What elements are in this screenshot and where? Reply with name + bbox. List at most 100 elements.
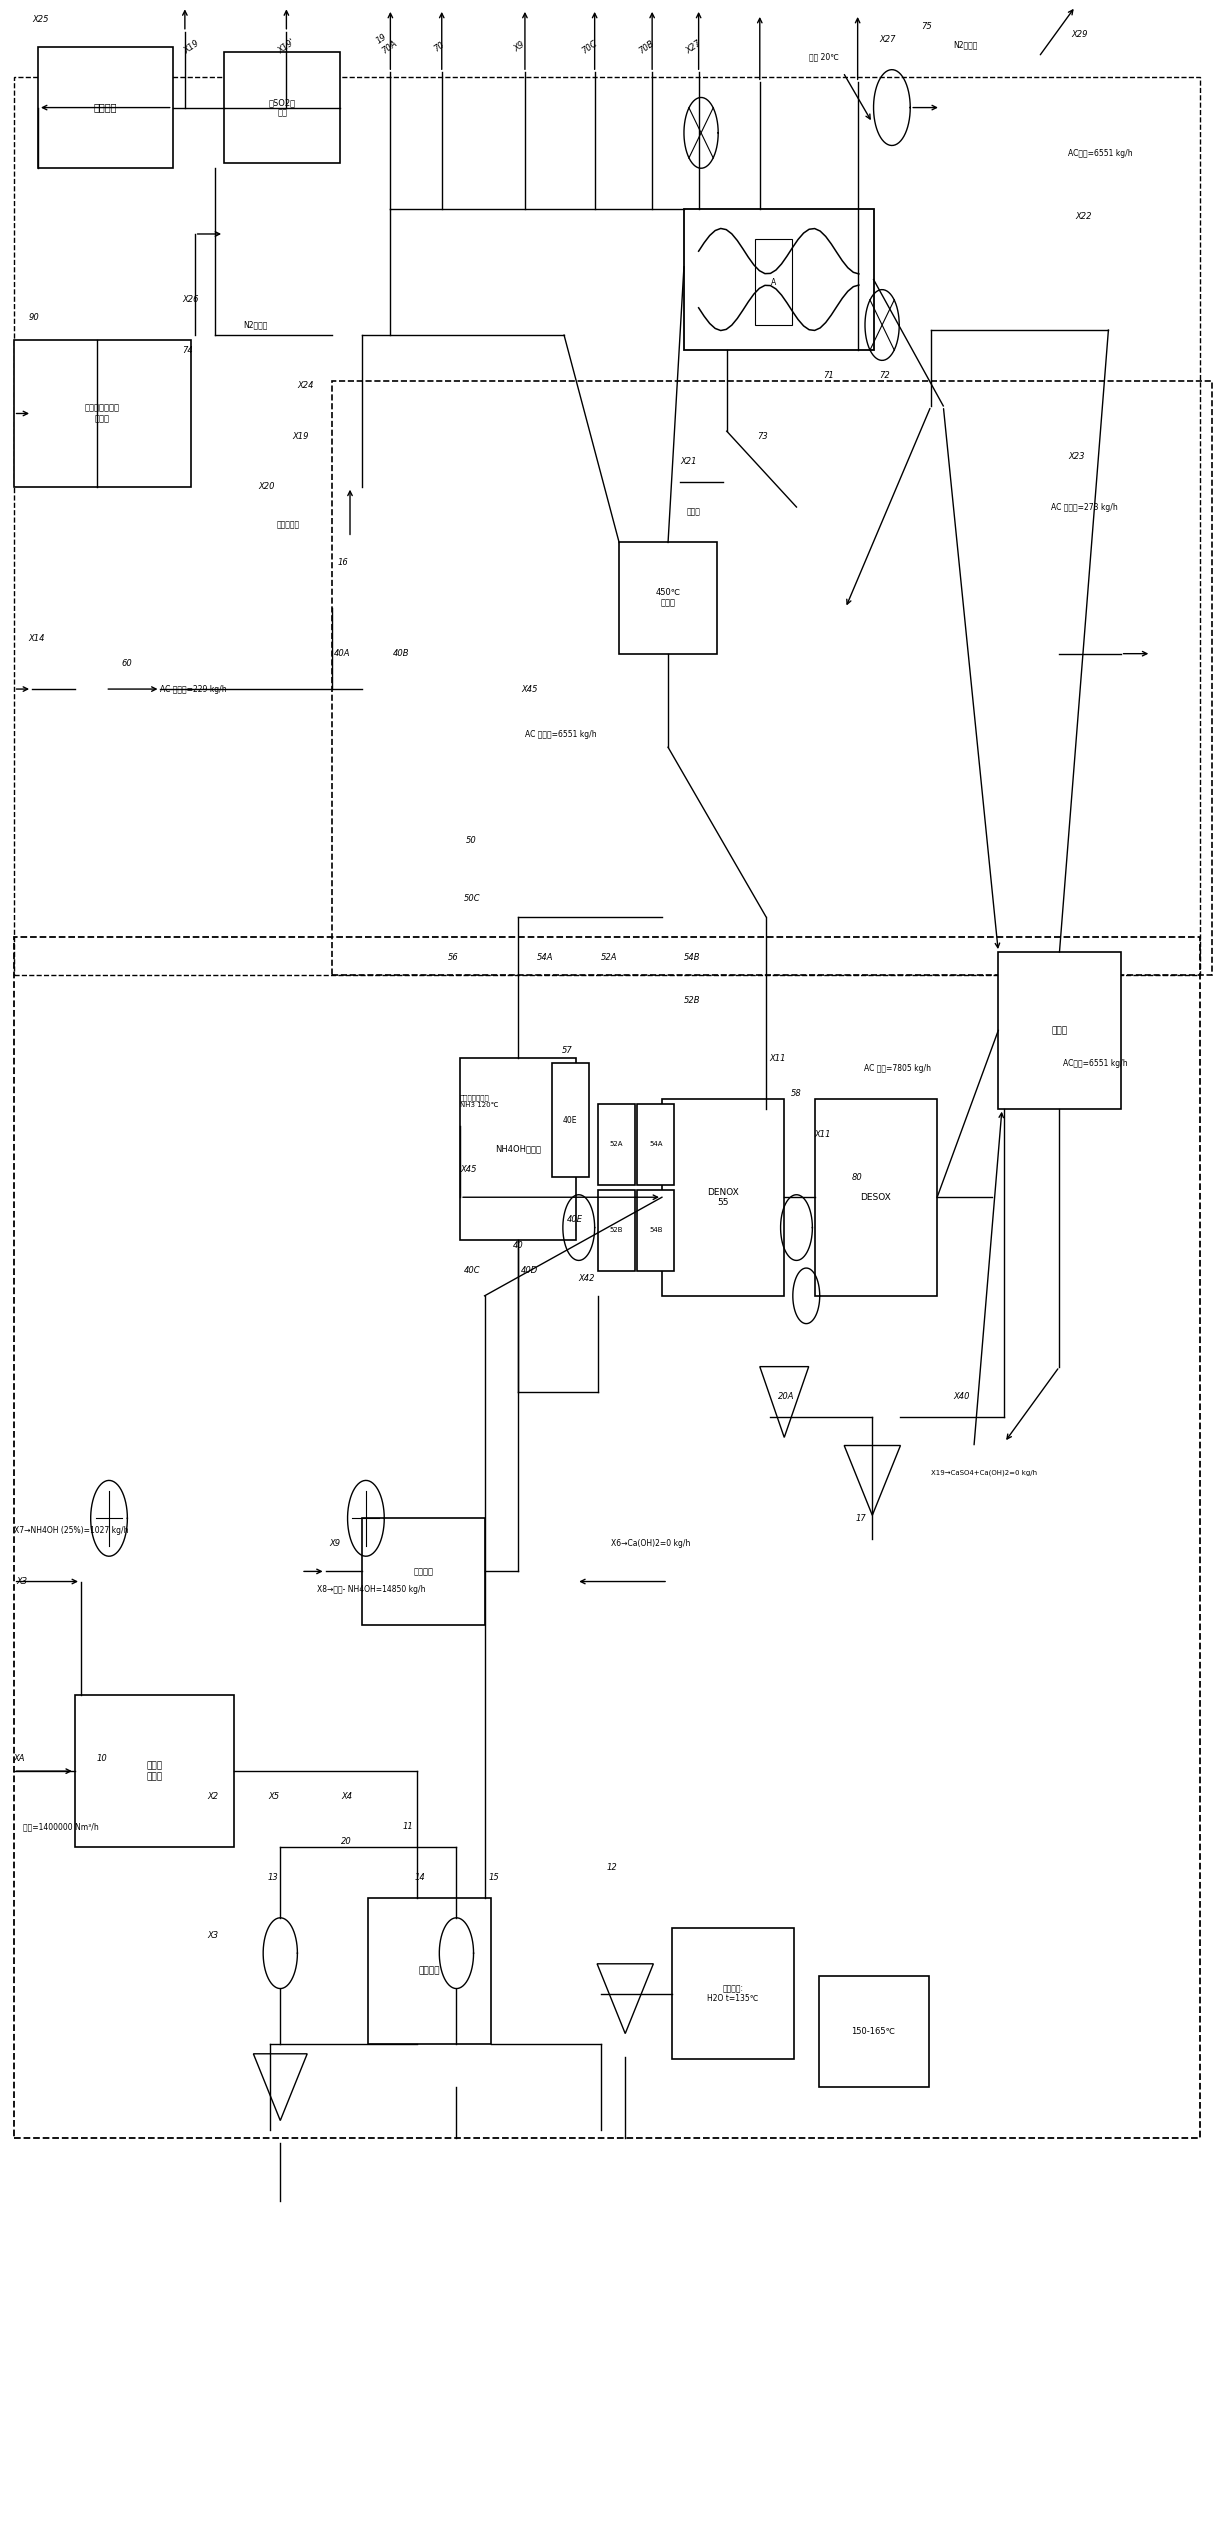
Text: 电过滤器: 电过滤器 bbox=[419, 1967, 440, 1974]
Text: X27: X27 bbox=[684, 38, 702, 56]
FancyBboxPatch shape bbox=[638, 1190, 674, 1271]
Text: 空气、水蒸气、
NH3 120℃: 空气、水蒸气、 NH3 120℃ bbox=[460, 1093, 499, 1109]
Text: 烟气=1400000 Nm³/h: 烟气=1400000 Nm³/h bbox=[23, 1822, 99, 1832]
Text: NH4OH蒸发器: NH4OH蒸发器 bbox=[495, 1144, 541, 1154]
Text: X40: X40 bbox=[953, 1392, 970, 1402]
Text: X14: X14 bbox=[28, 633, 45, 643]
Text: 20: 20 bbox=[342, 1838, 352, 1848]
Text: 去烟囱的经净化
的废气: 去烟囱的经净化 的废气 bbox=[85, 405, 120, 423]
FancyBboxPatch shape bbox=[75, 1696, 234, 1848]
Text: 40: 40 bbox=[512, 1240, 524, 1250]
FancyBboxPatch shape bbox=[598, 1104, 635, 1185]
Text: X29: X29 bbox=[1072, 30, 1089, 38]
Text: 17: 17 bbox=[856, 1514, 866, 1524]
Text: 74: 74 bbox=[183, 347, 194, 354]
Text: 450℃
解吸器: 450℃ 解吸器 bbox=[656, 587, 680, 607]
FancyBboxPatch shape bbox=[755, 238, 792, 324]
Text: 温度控制:
H2O t=135℃: 温度控制: H2O t=135℃ bbox=[707, 1984, 759, 2005]
Text: X25: X25 bbox=[32, 15, 49, 23]
Text: 压缩空气: 压缩空气 bbox=[413, 1567, 434, 1577]
Text: 15: 15 bbox=[488, 1873, 499, 1883]
Text: X19: X19 bbox=[183, 38, 201, 56]
Text: A: A bbox=[771, 278, 776, 286]
Text: 80: 80 bbox=[852, 1172, 862, 1182]
FancyBboxPatch shape bbox=[13, 339, 191, 486]
Text: X42: X42 bbox=[579, 1273, 596, 1283]
Text: 袋装置: 袋装置 bbox=[1052, 1025, 1068, 1035]
Text: 50C: 50C bbox=[463, 893, 481, 904]
Text: X7→NH4OH (25%)=1027 kg/h: X7→NH4OH (25%)=1027 kg/h bbox=[13, 1526, 129, 1536]
Text: X6→Ca(OH)2=0 kg/h: X6→Ca(OH)2=0 kg/h bbox=[611, 1539, 690, 1549]
Text: 硫酸装置: 硫酸装置 bbox=[93, 104, 118, 111]
Text: X24: X24 bbox=[298, 382, 314, 390]
Text: 71: 71 bbox=[824, 372, 834, 380]
Text: 52B: 52B bbox=[609, 1228, 623, 1233]
Text: X11: X11 bbox=[770, 1053, 786, 1063]
Text: 52A: 52A bbox=[609, 1141, 623, 1147]
Text: X22: X22 bbox=[1075, 213, 1092, 220]
Text: X9: X9 bbox=[512, 40, 527, 53]
Text: 19: 19 bbox=[374, 33, 389, 46]
Text: 150-165℃: 150-165℃ bbox=[852, 2027, 895, 2035]
Text: 40B: 40B bbox=[392, 648, 409, 658]
Text: X27: X27 bbox=[880, 35, 896, 43]
FancyBboxPatch shape bbox=[460, 1058, 576, 1240]
Text: X19: X19 bbox=[293, 433, 309, 440]
Text: 70C: 70C bbox=[580, 38, 598, 56]
Text: 空气 20℃: 空气 20℃ bbox=[809, 53, 839, 61]
Text: AC 再生的=6551 kg/h: AC 再生的=6551 kg/h bbox=[525, 729, 597, 739]
FancyBboxPatch shape bbox=[638, 1104, 674, 1185]
FancyBboxPatch shape bbox=[38, 48, 173, 167]
FancyBboxPatch shape bbox=[598, 1190, 635, 1271]
Text: X3: X3 bbox=[207, 1931, 218, 1939]
Text: N2次扫气: N2次扫气 bbox=[953, 40, 977, 48]
FancyBboxPatch shape bbox=[619, 542, 717, 653]
FancyBboxPatch shape bbox=[362, 1519, 484, 1625]
Text: 52A: 52A bbox=[601, 952, 617, 962]
FancyBboxPatch shape bbox=[368, 1898, 490, 2045]
Text: 40E: 40E bbox=[563, 1116, 577, 1124]
Text: 75: 75 bbox=[921, 23, 932, 30]
Text: AC 负载的=273 kg/h: AC 负载的=273 kg/h bbox=[1051, 504, 1118, 511]
Text: 73: 73 bbox=[758, 433, 769, 440]
Text: 含SO2气
液罐: 含SO2气 液罐 bbox=[268, 99, 295, 116]
Text: X20: X20 bbox=[259, 483, 275, 491]
Text: 空气和燃气: 空气和燃气 bbox=[277, 521, 299, 529]
Text: XA: XA bbox=[13, 1754, 25, 1764]
Text: 54B: 54B bbox=[649, 1228, 662, 1233]
Text: 40C: 40C bbox=[463, 1266, 481, 1276]
FancyBboxPatch shape bbox=[684, 208, 874, 349]
Text: 57: 57 bbox=[562, 1045, 573, 1055]
Text: X45: X45 bbox=[460, 1164, 477, 1174]
Text: 72: 72 bbox=[880, 372, 890, 380]
Text: 54A: 54A bbox=[537, 952, 554, 962]
Text: 13: 13 bbox=[268, 1873, 278, 1883]
Text: DESOX: DESOX bbox=[861, 1192, 891, 1202]
Text: 解吸器: 解吸器 bbox=[687, 509, 700, 516]
Text: X8→空气- NH4OH=14850 kg/h: X8→空气- NH4OH=14850 kg/h bbox=[318, 1584, 425, 1595]
Text: X23: X23 bbox=[1068, 453, 1085, 461]
Text: DENOX
55: DENOX 55 bbox=[707, 1187, 739, 1207]
Text: 58: 58 bbox=[791, 1088, 801, 1098]
Text: 11: 11 bbox=[402, 1822, 413, 1832]
Text: AC循环=6551 kg/h: AC循环=6551 kg/h bbox=[1063, 1058, 1128, 1068]
Text: 70B: 70B bbox=[638, 38, 656, 56]
Text: 10: 10 bbox=[97, 1754, 108, 1764]
FancyBboxPatch shape bbox=[224, 53, 341, 162]
Text: X45: X45 bbox=[521, 683, 538, 693]
Text: 40E: 40E bbox=[566, 1215, 582, 1225]
Text: X2: X2 bbox=[207, 1792, 218, 1802]
Text: 54B: 54B bbox=[684, 952, 700, 962]
Text: 烧结管
烧结带: 烧结管 烧结带 bbox=[146, 1762, 162, 1782]
Text: X19→CaSO4+Ca(OH)2=0 kg/h: X19→CaSO4+Ca(OH)2=0 kg/h bbox=[931, 1471, 1037, 1476]
Text: 54A: 54A bbox=[649, 1141, 662, 1147]
Text: AC 新鲜的=229 kg/h: AC 新鲜的=229 kg/h bbox=[161, 683, 227, 693]
Text: X5: X5 bbox=[268, 1792, 280, 1802]
Text: 60: 60 bbox=[121, 658, 132, 668]
Text: 52B: 52B bbox=[684, 995, 700, 1005]
Text: X4: X4 bbox=[342, 1792, 353, 1802]
Text: 50: 50 bbox=[466, 835, 477, 845]
Text: 40D: 40D bbox=[521, 1266, 538, 1276]
FancyBboxPatch shape bbox=[672, 1929, 794, 2060]
Text: AC循环=6551 kg/h: AC循环=6551 kg/h bbox=[1068, 149, 1133, 157]
